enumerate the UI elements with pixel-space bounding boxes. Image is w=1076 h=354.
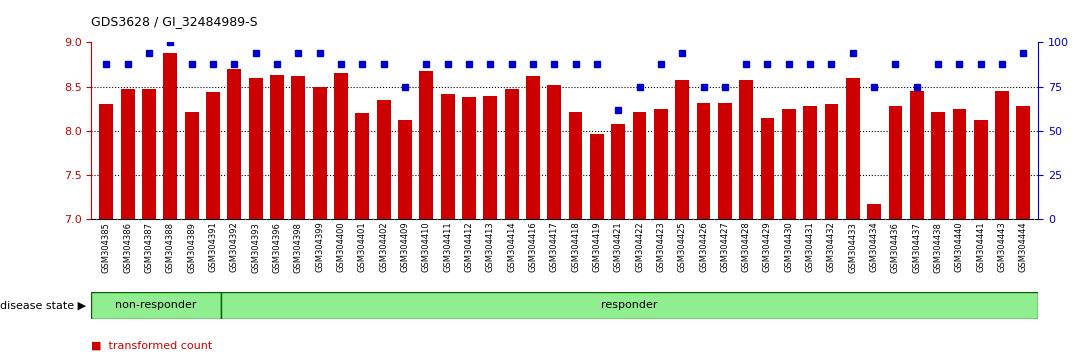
Text: GSM304437: GSM304437 — [912, 222, 921, 273]
Text: GSM304413: GSM304413 — [485, 222, 495, 273]
Bar — [249, 78, 263, 219]
Bar — [526, 76, 540, 219]
Bar — [185, 112, 199, 219]
Text: GSM304427: GSM304427 — [720, 222, 730, 273]
Bar — [398, 120, 412, 219]
Text: GSM304422: GSM304422 — [635, 222, 645, 272]
Bar — [568, 112, 582, 219]
FancyBboxPatch shape — [221, 292, 1038, 319]
Text: GSM304410: GSM304410 — [422, 222, 430, 272]
Bar — [761, 118, 775, 219]
Text: GDS3628 / GI_32484989-S: GDS3628 / GI_32484989-S — [91, 15, 258, 28]
Text: ■  transformed count: ■ transformed count — [91, 340, 213, 350]
Text: GSM304391: GSM304391 — [209, 222, 217, 273]
Bar — [270, 75, 284, 219]
Text: GSM304401: GSM304401 — [358, 222, 367, 272]
Text: GSM304412: GSM304412 — [465, 222, 473, 272]
Text: GSM304440: GSM304440 — [954, 222, 964, 272]
Text: GSM304402: GSM304402 — [379, 222, 388, 272]
Text: GSM304414: GSM304414 — [507, 222, 516, 272]
Text: GSM304438: GSM304438 — [934, 222, 943, 273]
Bar — [1017, 106, 1031, 219]
Text: disease state ▶: disease state ▶ — [0, 300, 86, 310]
Bar — [633, 112, 647, 219]
Bar — [974, 120, 988, 219]
Text: GSM304421: GSM304421 — [613, 222, 623, 272]
Bar — [227, 69, 241, 219]
Bar — [696, 103, 710, 219]
Bar — [441, 94, 454, 219]
Bar — [590, 134, 604, 219]
Bar — [462, 97, 476, 219]
Text: GSM304429: GSM304429 — [763, 222, 771, 272]
Bar — [207, 92, 220, 219]
Text: GSM304400: GSM304400 — [337, 222, 345, 272]
Bar — [548, 85, 562, 219]
Bar — [483, 96, 497, 219]
Bar — [377, 100, 391, 219]
Bar — [846, 78, 860, 219]
Text: GSM304433: GSM304433 — [848, 222, 858, 273]
Bar — [313, 87, 327, 219]
Bar — [164, 53, 178, 219]
Text: GSM304431: GSM304431 — [806, 222, 815, 273]
Text: GSM304418: GSM304418 — [571, 222, 580, 273]
Bar — [867, 205, 881, 219]
Text: GSM304441: GSM304441 — [976, 222, 986, 272]
Text: GSM304385: GSM304385 — [102, 222, 111, 273]
Bar — [931, 112, 945, 219]
Bar — [782, 109, 796, 219]
Text: GSM304425: GSM304425 — [678, 222, 686, 272]
Bar — [889, 106, 903, 219]
Text: GSM304432: GSM304432 — [827, 222, 836, 273]
Bar — [910, 91, 923, 219]
Bar — [420, 71, 434, 219]
Text: GSM304393: GSM304393 — [251, 222, 260, 273]
Text: GSM304423: GSM304423 — [656, 222, 665, 273]
Bar — [739, 80, 753, 219]
Bar — [676, 80, 689, 219]
Text: GSM304386: GSM304386 — [124, 222, 132, 273]
Bar — [995, 91, 1009, 219]
Bar — [334, 74, 348, 219]
Text: GSM304434: GSM304434 — [869, 222, 879, 273]
Bar — [952, 109, 966, 219]
Bar — [824, 104, 838, 219]
Text: GSM304444: GSM304444 — [1019, 222, 1028, 272]
Text: GSM304411: GSM304411 — [443, 222, 452, 272]
Text: GSM304389: GSM304389 — [187, 222, 196, 273]
Text: GSM304419: GSM304419 — [593, 222, 601, 272]
Text: GSM304388: GSM304388 — [166, 222, 175, 273]
Text: GSM304430: GSM304430 — [784, 222, 793, 273]
Text: GSM304426: GSM304426 — [699, 222, 708, 273]
Text: GSM304416: GSM304416 — [528, 222, 537, 273]
Bar — [99, 104, 113, 219]
Text: GSM304443: GSM304443 — [997, 222, 1006, 273]
Bar — [654, 109, 668, 219]
Bar — [121, 88, 134, 219]
Text: responder: responder — [601, 300, 657, 310]
Text: GSM304387: GSM304387 — [144, 222, 154, 273]
Text: GSM304428: GSM304428 — [741, 222, 751, 273]
Bar — [718, 103, 732, 219]
Bar — [355, 113, 369, 219]
Bar — [292, 76, 306, 219]
Bar — [505, 89, 519, 219]
FancyBboxPatch shape — [91, 292, 221, 319]
Text: non-responder: non-responder — [115, 300, 197, 310]
Text: GSM304436: GSM304436 — [891, 222, 900, 273]
Text: GSM304392: GSM304392 — [230, 222, 239, 273]
Text: GSM304417: GSM304417 — [550, 222, 558, 273]
Text: GSM304409: GSM304409 — [400, 222, 410, 272]
Bar — [142, 88, 156, 219]
Text: GSM304396: GSM304396 — [272, 222, 282, 273]
Text: GSM304399: GSM304399 — [315, 222, 324, 273]
Bar — [803, 106, 817, 219]
Text: GSM304398: GSM304398 — [294, 222, 302, 273]
Bar — [611, 124, 625, 219]
